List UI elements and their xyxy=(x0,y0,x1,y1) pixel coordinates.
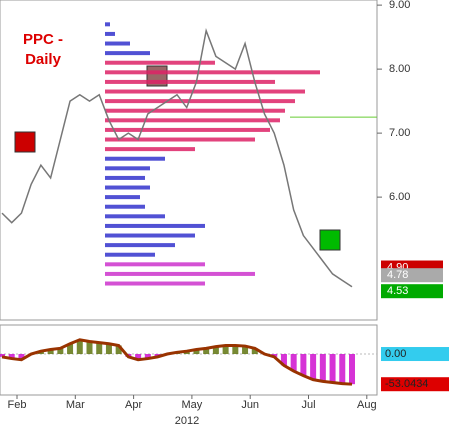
profile-bar xyxy=(105,70,320,75)
profile-bar xyxy=(105,175,145,180)
indicator-bar xyxy=(280,354,287,366)
chart-title: PPC - Daily xyxy=(22,31,63,68)
indicator-label-box xyxy=(381,347,449,362)
profile-bar xyxy=(105,99,295,104)
indicator-bar xyxy=(339,354,346,384)
indicator-bar xyxy=(300,354,307,376)
y-tick-label: 7.00 xyxy=(389,127,410,139)
profile-bar xyxy=(105,137,255,142)
profile-bar xyxy=(105,281,205,286)
x-tick-label: May xyxy=(182,399,203,411)
x-tick-label: Mar xyxy=(66,399,85,411)
indicator-bar xyxy=(349,354,355,385)
profile-bar xyxy=(105,166,150,171)
profile-bar xyxy=(105,252,155,257)
profile-bar xyxy=(105,22,110,27)
indicator-bar xyxy=(329,354,336,383)
x-tick-label: Jun xyxy=(241,399,259,411)
profile-bar xyxy=(105,233,195,238)
indicator-bar xyxy=(203,348,210,355)
profile-bar xyxy=(105,243,175,248)
indicator-bar xyxy=(8,354,15,359)
indicator-bar xyxy=(67,343,74,355)
price-label-box xyxy=(381,268,443,283)
x-tick-label: Jul xyxy=(301,399,315,411)
indicator-bar xyxy=(251,348,258,355)
profile-bar xyxy=(105,204,145,209)
profile-bar xyxy=(105,51,150,56)
indicator-bar xyxy=(144,354,151,359)
indicator-bar xyxy=(47,349,54,355)
indicator-bar xyxy=(18,354,25,360)
profile-bar xyxy=(105,271,255,276)
indicator-bar xyxy=(232,345,239,355)
indicator-bar xyxy=(222,345,229,355)
indicator-bar xyxy=(310,354,317,380)
indicator-label: 0.00 xyxy=(385,348,406,360)
profile-bar xyxy=(105,185,150,190)
indicator-bar xyxy=(57,348,64,355)
profile-bar xyxy=(105,223,205,228)
price-label-box xyxy=(381,284,443,299)
indicator-bar xyxy=(242,346,249,355)
profile-bar xyxy=(105,214,165,219)
indicator-bar xyxy=(319,354,326,382)
profile-bar xyxy=(105,147,195,152)
profile-bar xyxy=(105,127,270,132)
x-tick-label: Apr xyxy=(125,399,142,411)
indicator-bar xyxy=(105,343,112,355)
profile-bar xyxy=(105,41,130,46)
indicator-bar xyxy=(86,341,93,355)
indicator-bar xyxy=(115,345,122,355)
indicator-bar xyxy=(135,354,142,360)
indicator-bar xyxy=(212,346,219,355)
price-label: 4.78 xyxy=(387,269,408,281)
y-tick-label: 9.00 xyxy=(389,0,410,11)
profile-bar xyxy=(105,31,115,36)
profile-bar xyxy=(105,118,280,123)
y-tick-label: 6.00 xyxy=(389,191,410,203)
profile-bar xyxy=(105,79,275,84)
profile-bar xyxy=(105,156,165,161)
y-tick-label: 8.00 xyxy=(389,63,410,75)
indicator-line xyxy=(1,338,353,386)
profile-bar xyxy=(105,262,205,267)
profile-bar xyxy=(105,195,140,200)
indicator-bar xyxy=(96,342,103,355)
x-tick-label: Feb xyxy=(8,399,27,411)
indicator-label: -53.0434 xyxy=(385,378,428,390)
price-panel xyxy=(0,0,378,321)
indicator-bar xyxy=(193,349,200,355)
indicator-bar xyxy=(290,354,297,372)
profile-bar xyxy=(105,108,285,113)
x-tick-label: Aug xyxy=(357,399,377,411)
profile-bar xyxy=(105,89,305,94)
price-label: 4.53 xyxy=(387,285,408,297)
profile-bar xyxy=(105,60,215,65)
indicator-label-box xyxy=(381,377,449,392)
year-label: 2012 xyxy=(175,415,199,427)
price-line xyxy=(1,27,353,288)
indicator-bar xyxy=(76,339,83,355)
